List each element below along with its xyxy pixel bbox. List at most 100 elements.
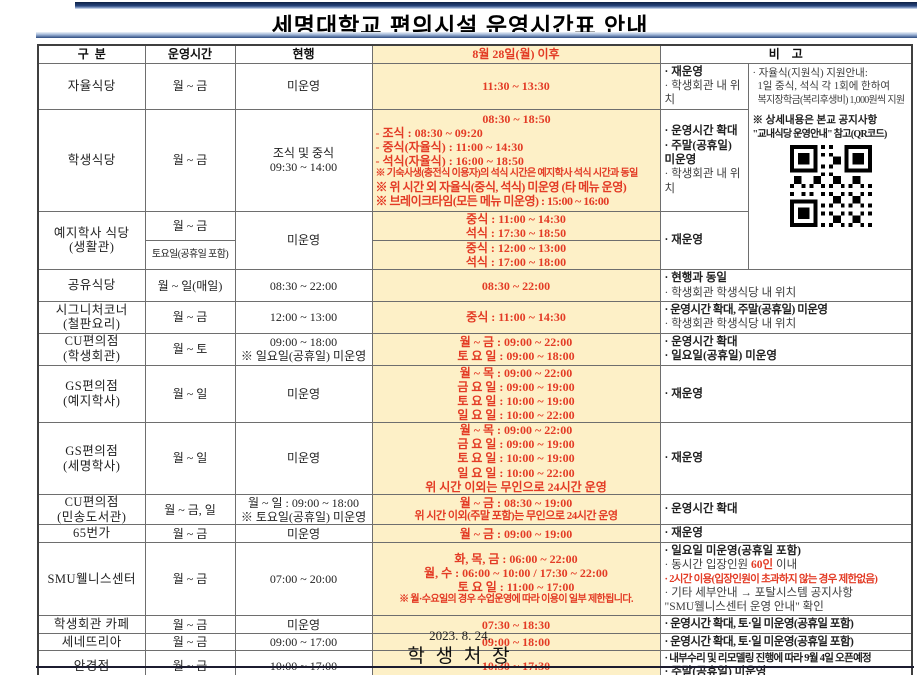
current-hours: 미운영 xyxy=(234,364,373,424)
top-decor-bar xyxy=(75,2,917,9)
operating-days: 월 ~ 일 xyxy=(144,364,236,424)
operating-days: 월 ~ 금 xyxy=(144,615,236,634)
remarks: · 운영시간 확대, 주말(공휴일) 미운영 · 학생회관 학생식당 내 위치 xyxy=(659,301,913,334)
cell-line: 월, 수 : 06:00 ~ 10:00 / 17:30 ~ 22:00 xyxy=(424,566,608,581)
row-yeji-haksa-sikdang: 예지학사 식당 (생활관) 월 ~ 금 미운영 중식 : 11:00 ~ 14:… xyxy=(37,210,912,271)
new-hours: 10:30 ~ 17:30 xyxy=(371,650,661,675)
facility-name: CU편의점 (민송도서관) xyxy=(37,493,146,526)
new-hours: 09:00 ~ 18:00 xyxy=(371,632,661,652)
current-hours: 미운영 xyxy=(234,62,373,110)
new-hours: 월 ~ 금 : 09:00 ~ 19:00 xyxy=(371,524,661,543)
current-hours: 08:30 ~ 22:00 xyxy=(234,269,373,302)
facility-name: 학생식당 xyxy=(37,108,146,212)
remarks: · 재운영 xyxy=(659,364,913,424)
footer-date: 2023. 8. 24. xyxy=(429,628,491,643)
cell-line: 화, 목, 금 : 06:00 ~ 22:00 xyxy=(454,551,578,566)
footer-signer: 학 생 처 장 xyxy=(407,646,513,667)
remarks: · 현행과 동일 · 학생회관 학생식당 내 위치 xyxy=(659,269,913,302)
cell-line: 토 요 일 : 09:00 ~ 18:00 xyxy=(457,349,575,364)
row-gs-semyung: GS편의점 (세명학사) 월 ~ 일 미운영 월 ~ 목 : 09:00 ~ 2… xyxy=(37,422,913,495)
row-cenetria: 세네뜨리아 월 ~ 금 09:00 ~ 17:00 09:00 ~ 18:00 … xyxy=(37,632,913,652)
cell-line: 위 시간 이외(주말 포함)는 무인으로 24시간 운영 xyxy=(414,510,619,523)
row-gongyu-sikdang: 공유식당 월 ~ 일(매일) 08:30 ~ 22:00 08:30 ~ 22:… xyxy=(37,269,913,302)
current-hours: 월 ~ 일 : 09:00 ~ 18:00 ※ 토요일(공휴일) 미운영 xyxy=(234,493,373,526)
remarks: · 운영시간 확대 xyxy=(659,493,913,526)
col-header-after: 8월 28일(월) 이후 xyxy=(371,44,661,64)
cell-line: ※ 일요일(공휴일) 미운영 xyxy=(240,349,367,364)
operating-days: 월 ~ 금 xyxy=(144,301,236,334)
row-smu-wellness: SMU웰니스센터 월 ~ 금 07:00 ~ 20:00 화, 목, 금 : 0… xyxy=(37,541,913,617)
remarks: · 운영시간 확대, 토·일 미운영(공휴일 포함) xyxy=(659,632,913,652)
new-hours: 화, 목, 금 : 06:00 ~ 22:00 월, 수 : 06:00 ~ 10… xyxy=(371,541,661,617)
schedule-table: 구 분 운영시간 현행 8월 28일(월) 이후 비 고 자율식당 월 ~ 금 … xyxy=(37,44,913,675)
remarks: · 재운영 xyxy=(659,524,913,543)
col-header-remarks: 비 고 xyxy=(659,44,913,64)
facility-name: SMU웰니스센터 xyxy=(37,541,146,617)
facility-name: CU편의점 (학생회관) xyxy=(37,332,146,366)
operating-days: 월 ~ 금 xyxy=(144,108,236,212)
remarks: · 운영시간 확대 · 일요일(공휴일) 미운영 xyxy=(659,332,913,366)
current-hours: 09:00 ~ 17:00 xyxy=(234,632,373,652)
current-hours: 07:00 ~ 20:00 xyxy=(234,541,373,617)
col-header-hours: 운영시간 xyxy=(144,44,236,64)
cell-line: 일 요 일 : 10:00 ~ 22:00 xyxy=(457,465,575,480)
cell-line: 중식 : 12:00 ~ 13:00 xyxy=(465,240,567,255)
cell-line: 석식 : 17:30 ~ 18:50 xyxy=(465,225,567,240)
operating-days: 월 ~ 금 xyxy=(144,650,236,675)
cell-line: 토 요 일 : 10:00 ~ 19:00 xyxy=(457,393,575,408)
cell-line: 토 요 일 : 11:00 ~ 17:00 xyxy=(457,580,575,595)
new-hours: 08:30 ~ 18:50 - 조식 : 08:30 ~ 09:20 - 중식(… xyxy=(371,108,661,212)
row-cu-minsong: CU편의점 (민송도서관) 월 ~ 금, 일 월 ~ 일 : 09:00 ~ 1… xyxy=(37,493,913,526)
subsidy-info-cell: · 자율식(지원식) 지원안내: 1일 중식, 석식 각 1회에 한하여 복지장… xyxy=(747,62,913,271)
operating-days: 월 ~ 금 xyxy=(144,210,236,241)
facility-name: GS편의점 (예지학사) xyxy=(37,364,146,424)
cell-line: ※ 토요일(공휴일) 미운영 xyxy=(240,509,367,524)
bottom-rule xyxy=(36,666,914,668)
operating-days: 월 ~ 금 xyxy=(144,541,236,617)
title-underline-bar xyxy=(36,32,917,38)
new-hours: 월 ~ 목 : 09:00 ~ 22:00 금 요 일 : 09:00 ~ 19:… xyxy=(371,422,661,495)
row-hakgwan-cafe: 학생회관 카페 월 ~ 금 미운영 07:30 ~ 18:30 · 운영시간 확… xyxy=(37,615,913,634)
new-hours: 월 ~ 금 : 08:30 ~ 19:00 위 시간 이외(주말 포함)는 무인으… xyxy=(371,493,661,526)
qr-code xyxy=(789,145,872,228)
current-hours: 09:00 ~ 18:00 ※ 일요일(공휴일) 미운영 xyxy=(234,332,373,366)
cell-line: 위 시간 이외는 무인으로 24시간 운영 xyxy=(425,479,607,494)
cell-line: 일 요 일 : 10:00 ~ 22:00 xyxy=(457,407,575,422)
facility-name: GS편의점 (세명학사) xyxy=(37,422,146,495)
row-haksaeng-sikdang: 학생식당 월 ~ 금 조식 및 중식 09:30 ~ 14:00 08:30 ~… xyxy=(37,108,912,212)
new-hours: 월 ~ 금 : 09:00 ~ 22:00 토 요 일 : 09:00 ~ 18:… xyxy=(371,332,661,366)
facility-name: 시그니처코너 (철판요리) xyxy=(37,301,146,334)
row-cu-hakgwan: CU편의점 (학생회관) 월 ~ 토 09:00 ~ 18:00 ※ 일요일(공휴… xyxy=(37,332,913,366)
remarks: · 일요일 미운영(공휴일 포함) · 동시간 입장인원 60인 이내 · 2시… xyxy=(659,541,913,617)
new-hours: 월 ~ 목 : 09:00 ~ 22:00 금 요 일 : 09:00 ~ 19:… xyxy=(371,364,661,424)
remarks: · 운영시간 확대 · 주말(공휴일) 미운영 · 학생회관 내 위치 xyxy=(659,108,749,212)
cell-line: 09:00 ~ 18:00 xyxy=(269,334,338,349)
remarks: · 재운영 · 학생회관 내 위치 xyxy=(659,62,749,110)
cell-line: 금 요 일 : 09:00 ~ 19:00 xyxy=(457,379,575,394)
operating-days: 월 ~ 금 xyxy=(144,62,236,110)
cell-line: 석식 : 17:00 ~ 18:00 xyxy=(465,255,567,270)
row-gs-yeji: GS편의점 (예지학사) 월 ~ 일 미운영 월 ~ 목 : 09:00 ~ 2… xyxy=(37,364,913,424)
row-signature-corner: 시그니처코너 (철판요리) 월 ~ 금 12:00 ~ 13:00 중식 : 1… xyxy=(37,301,913,334)
cell-line: 월 ~ 금 : 08:30 ~ 19:00 xyxy=(459,496,573,511)
operating-days: 월 ~ 금, 일 xyxy=(144,493,236,526)
current-hours: 미운영 xyxy=(234,524,373,543)
facility-name: 자율식당 xyxy=(37,62,146,110)
current-hours: 조식 및 중식 09:30 ~ 14:00 xyxy=(234,108,373,212)
facility-name: 안경점 xyxy=(37,650,146,675)
cell-line: 중식 : 11:00 ~ 14:30 xyxy=(466,211,566,226)
new-hours: 중식 : 11:00 ~ 14:30 석식 : 17:30 ~ 18:50 xyxy=(371,210,661,241)
facility-name: 세네뜨리아 xyxy=(37,632,146,652)
cell-line: 월 ~ 목 : 09:00 ~ 22:00 xyxy=(459,365,573,380)
current-hours: 10:00 ~ 17:00 xyxy=(234,650,373,675)
cell-line: ※ 월·수요일의 경우 수업운영에 따라 이용이 일부 제한됩니다. xyxy=(399,594,633,606)
cell-line: 월 ~ 목 : 09:00 ~ 22:00 xyxy=(459,423,573,438)
new-hours: 중식 : 11:00 ~ 14:30 xyxy=(371,301,661,334)
row-jayul-sikdang: 자율식당 월 ~ 금 미운영 11:30 ~ 13:30 · 재운영 · 학생회… xyxy=(37,62,913,271)
remarks: · 재운영 xyxy=(659,210,749,271)
col-header-current: 현행 xyxy=(234,44,373,64)
operating-days: 토요일(공휴일 포함) xyxy=(144,239,236,271)
row-angyeongjeom: 안경점 월 ~ 금 10:00 ~ 17:00 10:30 ~ 17:30 · … xyxy=(37,650,913,675)
remarks: · 내부수리 및 리모델링 진행에 따라 9월 4일 오픈예정 · 주말(공휴일… xyxy=(659,650,913,675)
